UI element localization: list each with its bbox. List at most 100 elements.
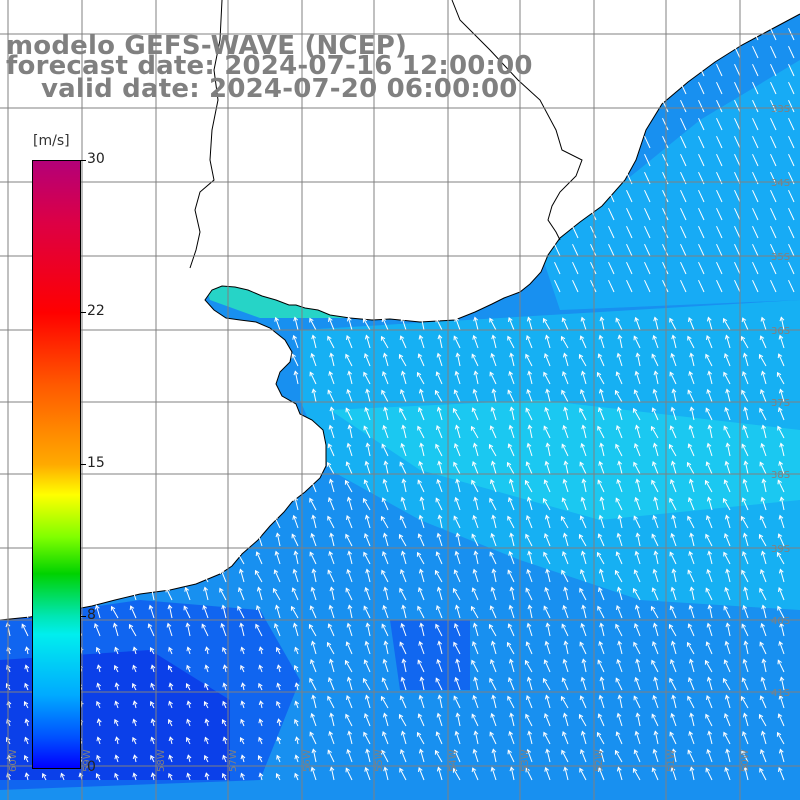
wind-arrow bbox=[633, 642, 641, 655]
wind-arrow bbox=[400, 335, 407, 349]
wind-arrow-head bbox=[688, 424, 694, 430]
wind-arrow-head bbox=[578, 713, 584, 719]
wind-arrow-head bbox=[509, 532, 515, 538]
wind-arrow bbox=[759, 534, 767, 547]
wind-arrow bbox=[492, 389, 497, 403]
wind-arrow-head bbox=[760, 388, 765, 394]
wind-arrow bbox=[734, 243, 741, 257]
wind-arrow-head bbox=[258, 646, 264, 652]
wind-arrow bbox=[455, 677, 461, 691]
wind-arrow bbox=[510, 407, 515, 421]
wind-arrow bbox=[205, 773, 209, 781]
wind-arrow bbox=[402, 425, 407, 439]
wind-arrow-head bbox=[417, 425, 422, 431]
wind-arrow bbox=[788, 189, 795, 203]
latitude-label: 41S bbox=[771, 688, 790, 699]
wind-arrow-head bbox=[345, 713, 350, 719]
wind-arrow bbox=[366, 749, 371, 763]
wind-arrow bbox=[725, 641, 731, 655]
wind-arrow-head bbox=[544, 640, 550, 646]
wind-arrow-head bbox=[220, 622, 226, 628]
wind-arrow bbox=[365, 641, 371, 655]
wind-arrow bbox=[455, 551, 461, 565]
longitude-label: 56W bbox=[302, 749, 313, 772]
wind-arrow-head bbox=[132, 736, 137, 742]
wind-arrow bbox=[330, 533, 335, 547]
wind-arrow-head bbox=[671, 568, 677, 574]
wind-arrow bbox=[687, 516, 695, 529]
wind-arrow-head bbox=[633, 569, 639, 575]
wind-arrow bbox=[706, 335, 713, 349]
latitude-label: 38S bbox=[771, 470, 790, 481]
wind-arrow-head bbox=[435, 497, 440, 503]
wind-arrow-head bbox=[110, 605, 116, 611]
wind-arrow bbox=[545, 335, 551, 349]
wind-arrow bbox=[24, 755, 29, 763]
wind-arrow-head bbox=[760, 442, 766, 448]
wind-arrow-head bbox=[201, 623, 206, 629]
wind-arrow bbox=[725, 767, 731, 781]
wind-arrow bbox=[680, 99, 687, 113]
wind-arrow-head bbox=[186, 646, 192, 652]
wind-arrow-head bbox=[562, 370, 567, 376]
wind-arrow-head bbox=[635, 712, 641, 718]
wind-arrow-head bbox=[258, 736, 263, 742]
wind-arrow bbox=[151, 737, 155, 745]
wind-arrow-head bbox=[471, 407, 477, 413]
wind-arrow bbox=[489, 318, 497, 331]
wind-arrow bbox=[400, 515, 407, 529]
wind-arrow-head bbox=[526, 694, 531, 700]
wind-arrow bbox=[669, 318, 677, 331]
wind-arrow bbox=[491, 461, 497, 475]
wind-arrow bbox=[662, 243, 669, 257]
wind-arrow-head bbox=[203, 586, 209, 592]
wind-arrow-head bbox=[545, 442, 551, 448]
wind-arrow bbox=[662, 207, 669, 221]
wind-arrow-head bbox=[508, 730, 514, 736]
wind-arrow-head bbox=[308, 623, 314, 629]
wind-arrow-head bbox=[544, 460, 550, 466]
wind-arrow-head bbox=[561, 749, 566, 755]
wind-arrow-head bbox=[758, 353, 764, 359]
wind-arrow bbox=[744, 461, 749, 475]
wind-arrow bbox=[636, 659, 641, 673]
wind-arrow bbox=[381, 750, 389, 763]
wind-arrow bbox=[205, 719, 209, 727]
wind-arrow bbox=[669, 444, 677, 457]
wind-arrow-head bbox=[633, 641, 638, 647]
wind-arrow bbox=[241, 755, 245, 763]
wind-arrow-head bbox=[578, 533, 584, 539]
wind-arrow bbox=[617, 767, 623, 781]
wind-arrow-head bbox=[526, 496, 532, 502]
wind-arrow-head bbox=[437, 514, 443, 520]
wind-arrow-head bbox=[489, 605, 495, 611]
wind-arrow-head bbox=[599, 496, 605, 502]
wind-arrow bbox=[399, 714, 407, 727]
wind-arrow bbox=[363, 498, 371, 511]
wind-arrow-head bbox=[579, 461, 584, 467]
wind-arrow bbox=[417, 732, 425, 745]
wind-arrow-head bbox=[544, 334, 550, 340]
wind-arrow-head bbox=[615, 371, 621, 377]
wind-arrow-head bbox=[616, 658, 622, 664]
wind-arrow-head bbox=[418, 514, 424, 520]
wind-arrow-head bbox=[327, 695, 332, 701]
wind-arrow bbox=[615, 678, 623, 691]
wind-arrow-head bbox=[525, 767, 530, 773]
wind-arrow-head bbox=[167, 604, 173, 610]
wind-arrow bbox=[741, 750, 749, 763]
wind-arrow-head bbox=[168, 700, 173, 706]
longitude-label: 60W bbox=[8, 749, 19, 772]
wind-arrow-head bbox=[470, 605, 476, 611]
wind-arrow bbox=[780, 497, 785, 511]
wind-arrow-head bbox=[327, 389, 332, 395]
wind-arrow-head bbox=[580, 370, 586, 376]
wind-arrow bbox=[590, 225, 597, 239]
wind-arrow-head bbox=[579, 641, 584, 647]
wind-arrow-head bbox=[417, 659, 422, 665]
wind-arrow-head bbox=[507, 389, 512, 395]
wind-arrow-head bbox=[597, 713, 603, 719]
country-border bbox=[189, 0, 223, 269]
wind-arrow-head bbox=[222, 772, 227, 778]
wind-arrow-head bbox=[778, 640, 784, 646]
